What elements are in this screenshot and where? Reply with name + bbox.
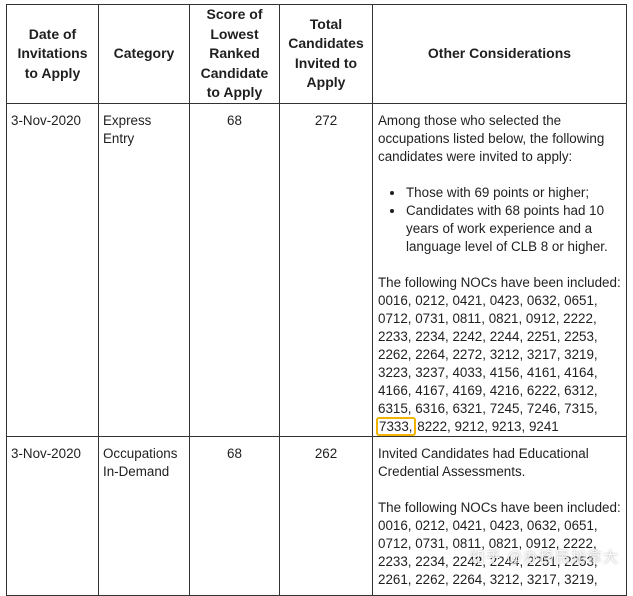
header-category: Category <box>98 4 190 104</box>
cell-other: Among those who selected the occupations… <box>372 102 627 437</box>
cell-date: 3-Nov-2020 <box>6 102 99 437</box>
watermark: 知乎 @办移民加拿大 <box>469 549 619 566</box>
cell-category: Express Entry <box>98 102 190 437</box>
table-row: 3-Nov-2020 Express Entry 68 272 Among th… <box>6 102 627 437</box>
header-score: Score of Lowest Ranked Candidate to Appl… <box>189 4 280 104</box>
list-item: Those with 69 points or higher; <box>405 184 622 202</box>
intro-text: Invited Candidates had Educational Crede… <box>378 445 589 479</box>
intro-text: Among those who selected the occupations… <box>378 112 605 164</box>
noc-intro: The following NOCs have been included: <box>378 274 621 290</box>
noc-codes-tail: 8222, 9212, 9213, 9241 <box>417 418 559 434</box>
cell-score: 68 <box>189 435 280 596</box>
cell-other: Invited Candidates had Educational Crede… <box>372 435 627 596</box>
noc-intro: The following NOCs have been included: <box>378 499 621 515</box>
cell-total: 262 <box>279 435 373 596</box>
cell-category: Occupations In-Demand <box>98 435 190 596</box>
noc-list: 0016, 0212, 0421, 0423, 0632, 0651, 0712… <box>376 292 622 436</box>
cell-total: 272 <box>279 102 373 437</box>
invitations-table: Date of Invitations to Apply Category Sc… <box>6 4 627 596</box>
highlighted-noc: 7333, <box>376 416 416 436</box>
cell-date: 3-Nov-2020 <box>6 435 99 596</box>
list-item: Candidates with 68 points had 10 years o… <box>405 202 622 256</box>
cell-score: 68 <box>189 102 280 437</box>
header-date: Date of Invitations to Apply <box>6 4 99 104</box>
noc-codes: 0016, 0212, 0421, 0423, 0632, 0651, 0712… <box>378 292 598 416</box>
table-row: 3-Nov-2020 Occupations In-Demand 68 262 … <box>6 435 627 596</box>
criteria-list: Those with 69 points or higher; Candidat… <box>378 184 622 256</box>
header-other: Other Considerations <box>372 4 627 104</box>
header-row: Date of Invitations to Apply Category Sc… <box>6 4 627 104</box>
header-total: Total Candidates Invited to Apply <box>279 4 373 104</box>
